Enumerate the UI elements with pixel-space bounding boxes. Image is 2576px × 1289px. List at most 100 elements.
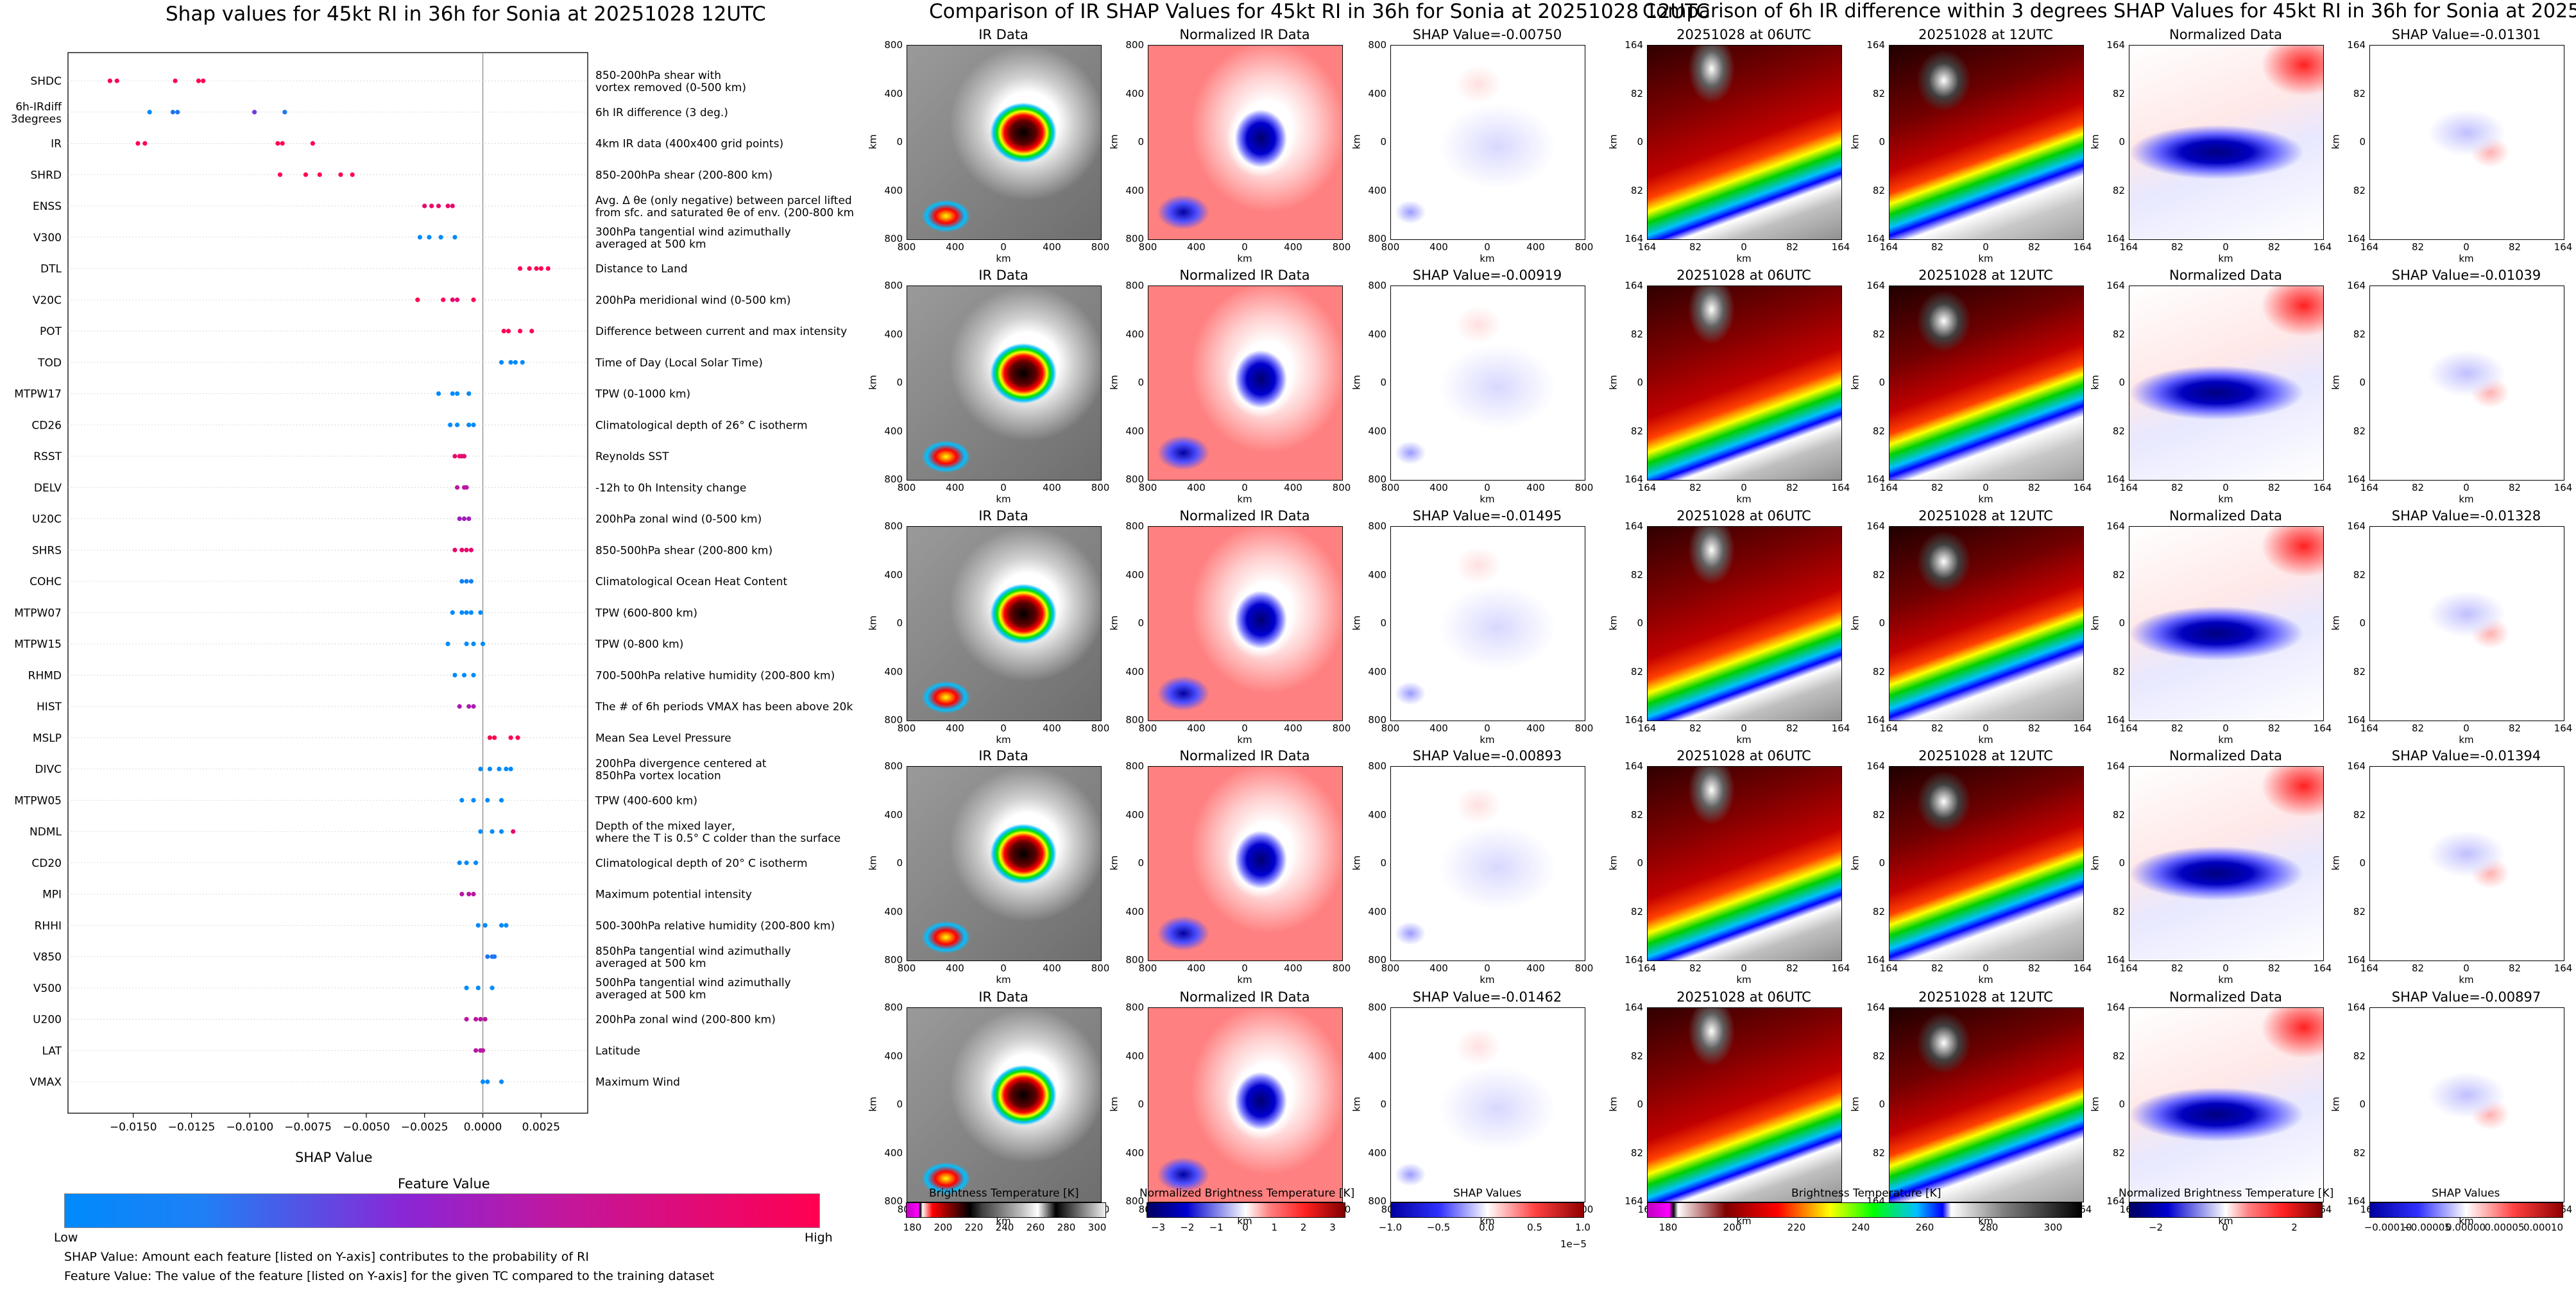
shap-values-colorbar-right-label: SHAP Values: [2432, 1187, 2500, 1200]
x-tick-label: 164: [2119, 482, 2138, 493]
shap-point: [482, 1016, 488, 1022]
y-tick-label: 0: [1380, 1098, 1386, 1110]
x-tick-label: 0: [1983, 962, 1989, 974]
feature-description-label: 850-200hPa shear with vortex removed (0-5…: [595, 69, 746, 94]
shap-point: [480, 1079, 486, 1084]
x-tick-label: 400: [1043, 482, 1061, 493]
shap-point: [468, 579, 473, 584]
y-tick-label: 800: [884, 954, 903, 966]
y-tick-label: 164: [1625, 280, 1643, 291]
y-tick-label: 400: [1125, 665, 1144, 678]
feature-description-label: 200hPa meridional wind (0-500 km): [595, 294, 791, 307]
normalized-ir-image: [1148, 766, 1343, 961]
y-tick-label: 82: [2112, 328, 2125, 340]
x-tick-label: 400: [1526, 962, 1545, 974]
panel-title: 20251028 at 12UTC: [1918, 748, 2053, 764]
shap-point: [480, 641, 486, 647]
feature-name-label: V20C: [33, 294, 62, 307]
shap-point: [464, 547, 469, 552]
x-tick-label: 164: [1831, 962, 1850, 974]
diff-shap-image: [2369, 286, 2564, 481]
feature-name-label: RHHI: [35, 919, 62, 932]
shap-point: [511, 829, 516, 834]
y-tick-label: 400: [1368, 184, 1386, 196]
shap-point: [454, 391, 460, 397]
x-tick-label: 800: [1138, 482, 1157, 493]
shap-point: [450, 297, 455, 302]
y-axis-label: km: [1351, 855, 1363, 871]
colorbar-tick-label: −2: [2148, 1222, 2163, 1233]
shap-point: [175, 110, 180, 115]
feature-name-label: HIST: [37, 701, 62, 713]
x-tick-label: 800: [1138, 962, 1157, 974]
shap-point: [436, 391, 441, 397]
shap-point: [445, 641, 450, 647]
shap-point: [277, 172, 283, 177]
y-tick-label: 82: [1872, 905, 1885, 918]
y-tick-label: 82: [1872, 665, 1885, 678]
x-tick-label: 82: [2027, 241, 2041, 253]
y-tick-label: 82: [2353, 328, 2366, 340]
x-tick-label: 400: [1526, 241, 1545, 253]
brightness-temp-colorbar-mid: [906, 1202, 1106, 1218]
y-tick-label: 800: [1368, 39, 1386, 51]
shap-point: [527, 266, 532, 271]
y-tick-label: 0: [2119, 857, 2125, 869]
x-tick-label: 82: [2171, 722, 2184, 734]
shap-summary-chart: SHDC 850-200hPa shear with vortex removed …: [11, 52, 853, 1134]
x-tick-label: 164: [1637, 962, 1657, 974]
shap-point: [452, 235, 457, 240]
shap-point: [452, 672, 457, 678]
panel-title: SHAP Value=-0.00919: [1412, 268, 1562, 283]
feature-name-label: DELV: [34, 482, 62, 495]
x-tick-label: 164: [2119, 722, 2138, 734]
x-tick-label: 82: [2411, 722, 2425, 734]
shap-point: [454, 297, 460, 302]
x-axis-label: km: [2459, 734, 2474, 746]
shap-x-label: SHAP Value: [295, 1150, 373, 1165]
x-axis-label: km: [1480, 493, 1495, 505]
panel-title: Normalized Data: [2169, 748, 2282, 764]
colorbar-tick-label: −1.0: [1378, 1222, 1403, 1233]
y-tick-label: 0: [2119, 1098, 2125, 1110]
x-tick-label: 0: [1241, 722, 1248, 734]
colorbar-tick-label: 3: [1329, 1222, 1336, 1233]
feature-description-label: 850hPa tangential wind azimuthally averag…: [595, 945, 791, 970]
x-tick-label: 400: [946, 241, 964, 253]
x-tick-label: 800: [1091, 482, 1110, 493]
x-axis-label: km: [1978, 974, 1993, 986]
x-tick-label: 82: [2411, 241, 2425, 253]
y-axis-label: km: [1607, 1097, 1619, 1112]
x-tick-label: 0: [2463, 482, 2469, 493]
y-tick-label: 0: [896, 857, 903, 869]
feature-description-label: 200hPa divergence centered at 850hPa vort…: [595, 758, 767, 783]
y-tick-label: 0: [1138, 857, 1144, 869]
shap-point: [173, 78, 178, 83]
shap-point: [429, 203, 434, 209]
feature-name-label: V500: [33, 982, 62, 995]
y-tick-label: 82: [2112, 808, 2125, 821]
feature-description-label: Mean Sea Level Pressure: [595, 732, 731, 745]
y-tick-label: 164: [2106, 280, 2125, 291]
y-axis-label: km: [2089, 375, 2101, 390]
shap-point: [464, 641, 469, 647]
shap-point: [478, 1016, 483, 1022]
x-tick-label: 800: [1332, 962, 1351, 974]
y-tick-label: 800: [1125, 714, 1144, 726]
shap-point: [478, 766, 483, 772]
y-axis-label: km: [1108, 615, 1120, 631]
y-tick-label: 800: [1125, 474, 1144, 485]
shap-point: [448, 422, 453, 427]
shap-point: [338, 172, 343, 177]
shap-point: [135, 141, 141, 146]
y-tick-label: 800: [1368, 280, 1386, 291]
shap-point: [422, 203, 427, 209]
y-tick-label: 164: [1625, 233, 1643, 244]
x-tick-label: 400: [1187, 962, 1206, 974]
y-axis-label: km: [2330, 134, 2342, 149]
ir-06utc-image: [1647, 286, 1842, 481]
y-tick-label: 82: [1872, 568, 1885, 581]
shap-point: [454, 485, 460, 490]
colorbar-tick-label: 0.5: [1527, 1222, 1542, 1233]
shap-point: [457, 860, 462, 866]
